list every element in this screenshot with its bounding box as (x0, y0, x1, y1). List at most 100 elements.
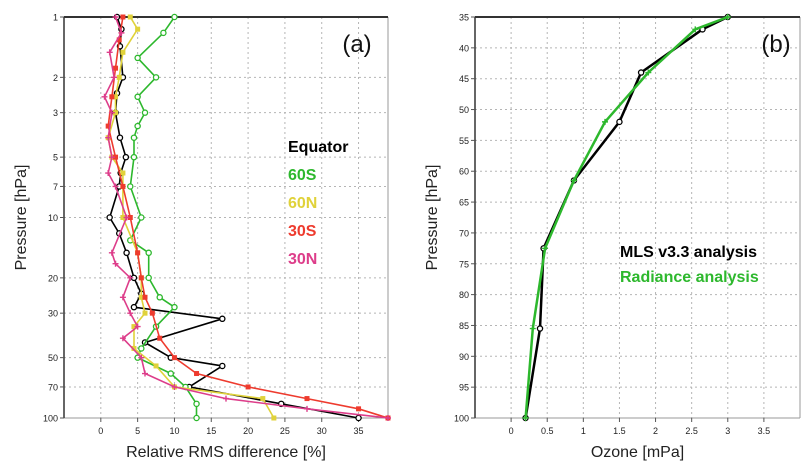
data-point (304, 396, 310, 402)
y-tick-label: 70 (48, 382, 58, 392)
data-point (127, 14, 133, 20)
data-point (138, 345, 145, 352)
data-point (113, 154, 119, 160)
series-mls-v3-3-analysis (522, 13, 732, 422)
data-point (134, 54, 141, 62)
data-point (193, 400, 200, 408)
data-point (131, 345, 137, 351)
x-tick-label: 0.5 (541, 426, 554, 436)
grid (64, 17, 388, 418)
data-point (108, 109, 115, 116)
data-point (116, 37, 122, 43)
data-point (645, 69, 652, 76)
y-tick-label: 75 (459, 259, 469, 269)
x-tick-label: 35 (354, 426, 364, 436)
y-tick-label: 60 (459, 167, 469, 177)
x-tick-label: 2 (653, 426, 658, 436)
data-point (127, 310, 134, 317)
data-point (138, 275, 144, 281)
y-tick-label: 5 (53, 153, 58, 163)
data-point (112, 260, 119, 267)
x-tick-label: 3 (725, 426, 730, 436)
data-point (120, 49, 126, 55)
data-point (194, 371, 200, 377)
chart-panel-b: 0 0.5 1 1.5 2 2.5 3 3.5 35 40 45 50 55 60 65 70 75 80 85 90… (424, 13, 801, 461)
data-point (160, 29, 167, 37)
data-point (138, 354, 145, 361)
x-tick-label: 10 (169, 426, 179, 436)
data-point (529, 325, 536, 332)
legend: Equator 60S 60N 30S 30N (288, 139, 348, 268)
data-point (105, 123, 111, 129)
series-line (524, 15, 729, 419)
y-tick-label: 85 (459, 321, 469, 331)
data-point (637, 69, 645, 76)
data-point (157, 335, 163, 341)
grid (475, 17, 800, 418)
data-point (138, 294, 144, 300)
chart-panel-a: 0 5 10 15 20 25 30 35123571020305070100Relative… (13, 13, 391, 461)
y-tick-label: 70 (459, 228, 469, 238)
data-point (167, 370, 175, 377)
data-point (106, 49, 113, 56)
data-point (105, 170, 112, 177)
series-30s (105, 14, 391, 421)
x-tick-label: 2.5 (685, 426, 698, 436)
data-point (156, 294, 163, 301)
data-point (152, 74, 160, 81)
data-point (127, 274, 134, 281)
data-point (145, 274, 152, 282)
data-point (127, 215, 133, 220)
data-point (542, 245, 549, 252)
x-tick-label: 20 (243, 426, 253, 436)
data-point (122, 153, 130, 161)
data-point (106, 214, 113, 221)
data-point (120, 14, 126, 20)
data-point (355, 414, 362, 422)
data-point (223, 395, 229, 402)
data-point (130, 153, 138, 161)
data-point (130, 303, 138, 311)
data-point (123, 249, 130, 257)
y-tick-label: 55 (459, 136, 469, 146)
data-point (145, 249, 152, 257)
data-point (120, 170, 126, 176)
data-point (616, 118, 623, 126)
y-tick-label: 50 (459, 105, 469, 115)
data-point (113, 94, 119, 100)
y-tick-label: 10 (48, 213, 58, 223)
data-point (171, 355, 177, 361)
data-point (193, 414, 200, 422)
data-point (171, 13, 178, 21)
x-tick-label: 1 (581, 426, 586, 436)
x-tick-label: 30 (317, 426, 327, 436)
x-axis-label: Ozone [mPa] (591, 444, 684, 461)
panel-label: (a) (342, 31, 371, 58)
data-point (724, 14, 731, 20)
data-point (131, 324, 137, 330)
x-tick-label: 3.5 (758, 426, 771, 436)
data-point (116, 134, 124, 141)
legend-entry: 30N (288, 251, 317, 268)
data-point (171, 303, 178, 311)
data-point (119, 335, 126, 342)
legend-entry: Equator (288, 139, 348, 156)
y-tick-label: 35 (459, 13, 469, 23)
data-point (134, 122, 141, 130)
data-point (108, 249, 115, 256)
data-point (112, 183, 119, 190)
data-point (356, 406, 362, 412)
y-tick-label: 95 (459, 383, 469, 393)
data-point (219, 315, 226, 323)
data-point (109, 94, 115, 100)
series-60s (127, 13, 200, 422)
data-point (119, 294, 126, 301)
data-point (101, 93, 108, 100)
data-point (113, 110, 119, 116)
x-tick-label: 15 (206, 426, 216, 436)
data-point (141, 109, 149, 116)
y-tick-label: 90 (459, 352, 469, 362)
data-point (112, 14, 119, 20)
data-point (385, 415, 391, 421)
